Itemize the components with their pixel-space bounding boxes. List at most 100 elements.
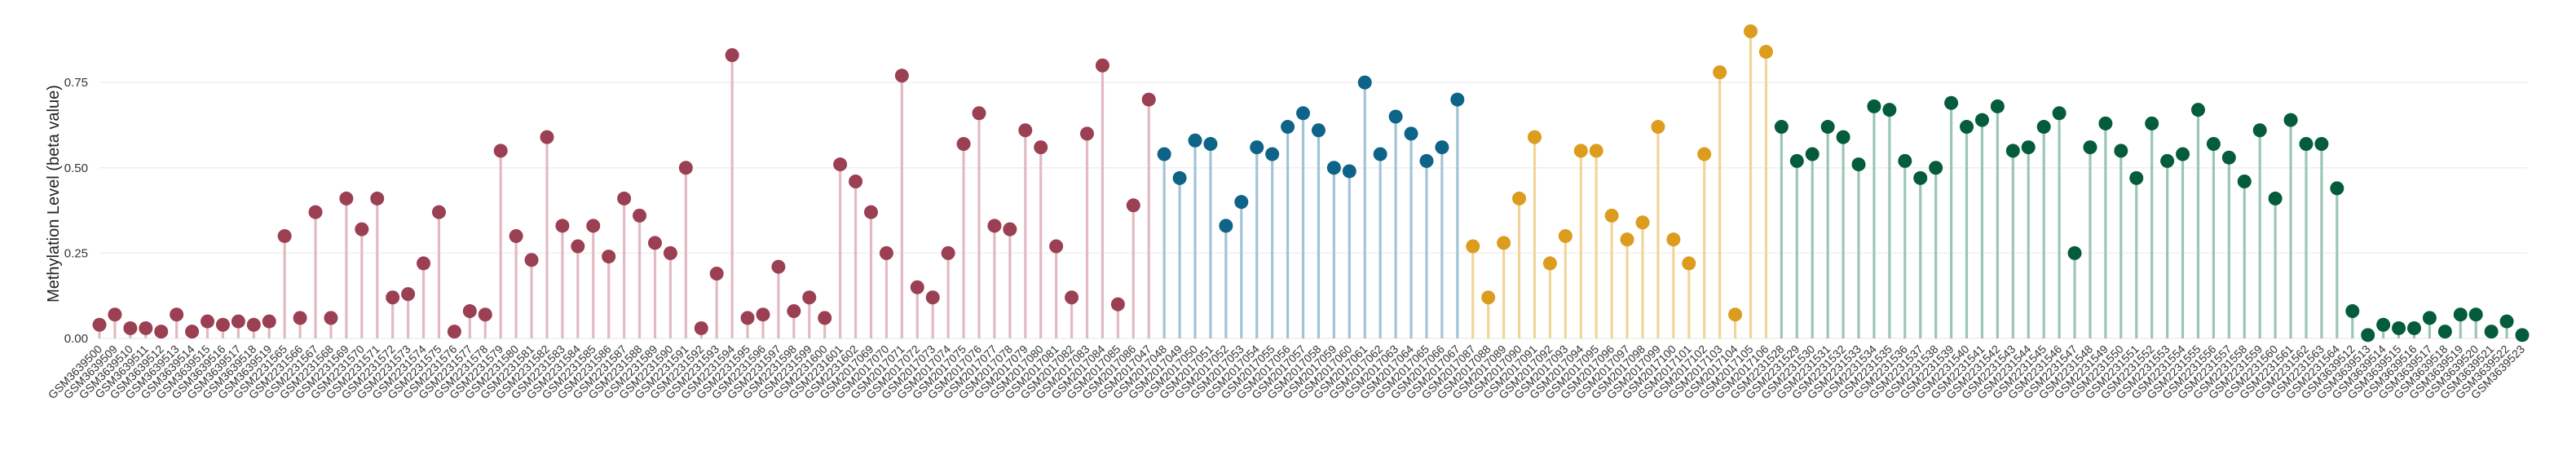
- data-point: [1713, 65, 1727, 80]
- y-tick-label: 0.75: [64, 76, 88, 90]
- data-point: [1527, 130, 1542, 144]
- points-layer: [92, 24, 2530, 343]
- data-point: [617, 191, 632, 206]
- data-point: [2299, 136, 2314, 151]
- data-point: [308, 205, 323, 219]
- data-point: [2515, 328, 2530, 343]
- data-point: [185, 325, 200, 339]
- data-point: [1898, 153, 1912, 168]
- data-point: [1342, 164, 1356, 179]
- data-point: [1744, 24, 1758, 38]
- data-point: [2036, 120, 2051, 135]
- data-point: [1466, 239, 1480, 254]
- data-point: [802, 290, 817, 305]
- data-point: [215, 317, 230, 332]
- data-point: [2129, 170, 2144, 185]
- data-point: [2392, 320, 2406, 335]
- data-point: [2361, 328, 2375, 343]
- data-point: [246, 317, 261, 332]
- data-point: [1851, 157, 1866, 172]
- data-point: [1034, 140, 1048, 155]
- data-point: [1450, 92, 1465, 107]
- data-point: [2206, 136, 2221, 151]
- data-point: [2176, 147, 2190, 161]
- data-point: [647, 236, 662, 250]
- data-point: [1697, 147, 1712, 161]
- data-point: [1635, 215, 1650, 230]
- data-point: [740, 311, 755, 325]
- data-point: [694, 320, 708, 335]
- data-point: [863, 205, 878, 219]
- data-point: [1944, 95, 1959, 110]
- data-point: [2067, 245, 2082, 260]
- y-tick-label: 0.25: [64, 246, 88, 260]
- y-axis: 0.00 0.25 0.50 0.75: [64, 76, 88, 346]
- data-point: [987, 219, 1002, 233]
- data-point: [1080, 126, 1095, 141]
- grid-layer: [99, 82, 2527, 339]
- data-point: [1018, 123, 1033, 138]
- data-point: [1820, 120, 1835, 135]
- data-point: [1573, 144, 1588, 158]
- data-point: [1974, 113, 1989, 127]
- data-point: [2098, 116, 2113, 130]
- data-point: [956, 136, 971, 151]
- data-point: [417, 256, 431, 271]
- data-point: [833, 157, 848, 172]
- data-point: [586, 219, 601, 233]
- data-point: [849, 175, 863, 188]
- data-point: [139, 320, 153, 335]
- data-point: [879, 245, 893, 260]
- data-point: [2145, 116, 2159, 130]
- data-point: [2330, 181, 2344, 196]
- data-point: [1281, 120, 1295, 135]
- data-point: [910, 280, 924, 294]
- data-point: [1419, 153, 1434, 168]
- data-point: [1141, 92, 1156, 107]
- data-point: [2453, 307, 2468, 322]
- y-axis-title: Methylation Level (beta value): [45, 85, 63, 303]
- data-point: [1558, 228, 1573, 243]
- data-point: [1357, 75, 1372, 90]
- data-point: [2484, 325, 2499, 339]
- data-point: [787, 304, 801, 319]
- data-point: [972, 106, 986, 121]
- data-point: [2005, 144, 2020, 158]
- data-point: [231, 314, 245, 329]
- data-point: [462, 304, 477, 319]
- data-point: [725, 48, 739, 63]
- data-point: [571, 239, 585, 254]
- data-point: [1651, 120, 1665, 135]
- data-point: [1774, 120, 1789, 135]
- data-point: [2252, 123, 2267, 138]
- data-point: [1604, 208, 1619, 223]
- data-point: [1960, 120, 1974, 135]
- data-point: [1172, 170, 1187, 185]
- data-point: [493, 144, 508, 158]
- data-point: [941, 245, 955, 260]
- data-point: [478, 307, 492, 322]
- data-point: [1497, 236, 1511, 250]
- data-point: [2221, 150, 2236, 165]
- data-point: [633, 208, 647, 223]
- data-point: [2406, 320, 2421, 335]
- data-point: [2468, 307, 2483, 322]
- data-point: [1003, 222, 1017, 236]
- data-point: [1435, 140, 1449, 155]
- data-point: [2283, 113, 2298, 127]
- data-point: [2314, 136, 2329, 151]
- y-tick-label: 0.00: [64, 332, 88, 346]
- data-point: [1126, 198, 1140, 213]
- data-point: [1666, 232, 1681, 247]
- data-point: [1929, 161, 1943, 175]
- data-point: [1867, 99, 1881, 113]
- data-point: [1326, 161, 1341, 175]
- data-point: [262, 314, 276, 329]
- data-point: [447, 325, 461, 339]
- data-point: [1203, 136, 1218, 151]
- data-point: [1234, 195, 1249, 210]
- data-point: [1373, 147, 1387, 161]
- data-point: [1542, 256, 1557, 271]
- data-point: [2437, 325, 2452, 339]
